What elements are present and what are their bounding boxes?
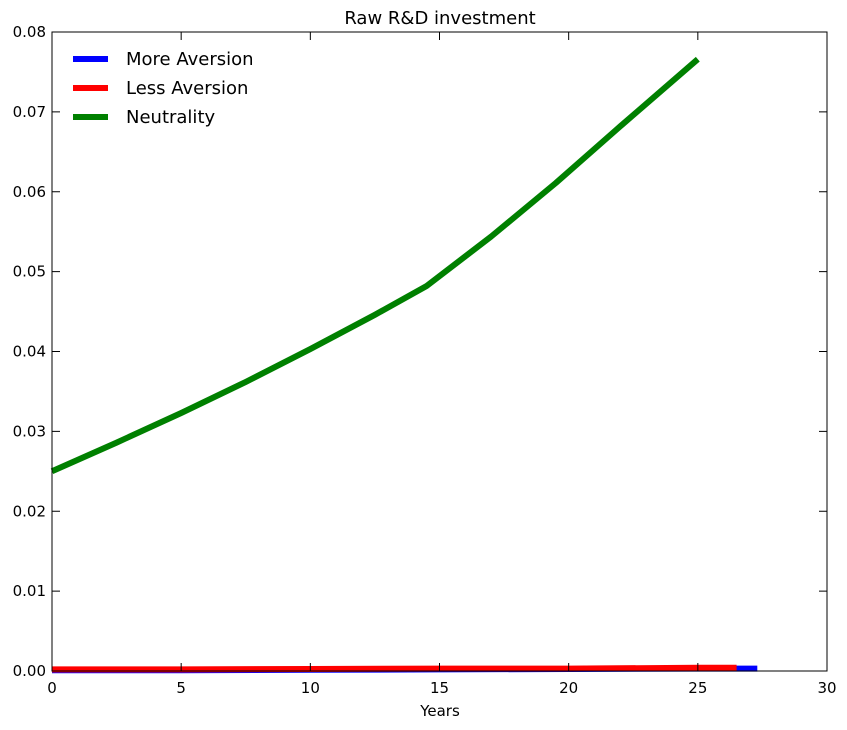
- x-axis-label: Years: [419, 702, 460, 720]
- y-tick-label: 0.06: [13, 183, 46, 201]
- chart-title: Raw R&D investment: [344, 8, 535, 29]
- x-tick-label: 20: [559, 679, 578, 697]
- y-tick-label: 0.07: [13, 103, 46, 121]
- x-tick-label: 25: [688, 679, 707, 697]
- legend-label-neutrality: Neutrality: [126, 107, 215, 128]
- legend-label-less-aversion: Less Aversion: [126, 78, 248, 99]
- y-tick-label: 0.01: [13, 582, 46, 600]
- y-tick-label: 0.04: [13, 343, 46, 361]
- y-tick-label: 0.02: [13, 502, 46, 520]
- series-line-less-aversion: [52, 664, 737, 673]
- legend: More Aversion Less Aversion Neutrality: [73, 49, 254, 128]
- axis-ticks: 0 5 10 15 20 25 30 0.00 0.01 0.02 0.03 0.04 0.05 0.06…: [13, 23, 837, 697]
- y-tick-label: 0.08: [13, 23, 46, 41]
- legend-label-more-aversion: More Aversion: [126, 49, 254, 70]
- plot-area: [50, 56, 758, 674]
- x-tick-label: 10: [301, 679, 320, 697]
- y-tick-label: 0.03: [13, 422, 46, 440]
- x-tick-label: 30: [817, 679, 836, 697]
- y-tick-label: 0.00: [13, 662, 46, 680]
- x-tick-label: 15: [430, 679, 449, 697]
- x-tick-label: 0: [47, 679, 57, 697]
- series-line-neutrality: [50, 56, 700, 475]
- x-tick-label: 5: [176, 679, 186, 697]
- y-tick-label: 0.05: [13, 263, 46, 281]
